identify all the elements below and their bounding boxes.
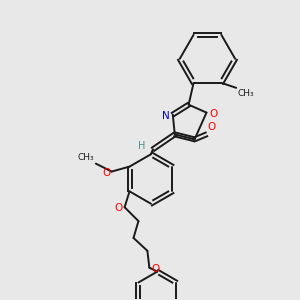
Text: O: O xyxy=(151,264,160,274)
Text: CH₃: CH₃ xyxy=(237,89,254,98)
Text: CH₃: CH₃ xyxy=(77,153,94,162)
Text: O: O xyxy=(209,109,218,118)
Text: H: H xyxy=(138,141,145,151)
Text: N: N xyxy=(162,111,170,121)
Text: O: O xyxy=(103,167,111,178)
Text: O: O xyxy=(208,122,216,132)
Text: O: O xyxy=(114,203,123,213)
